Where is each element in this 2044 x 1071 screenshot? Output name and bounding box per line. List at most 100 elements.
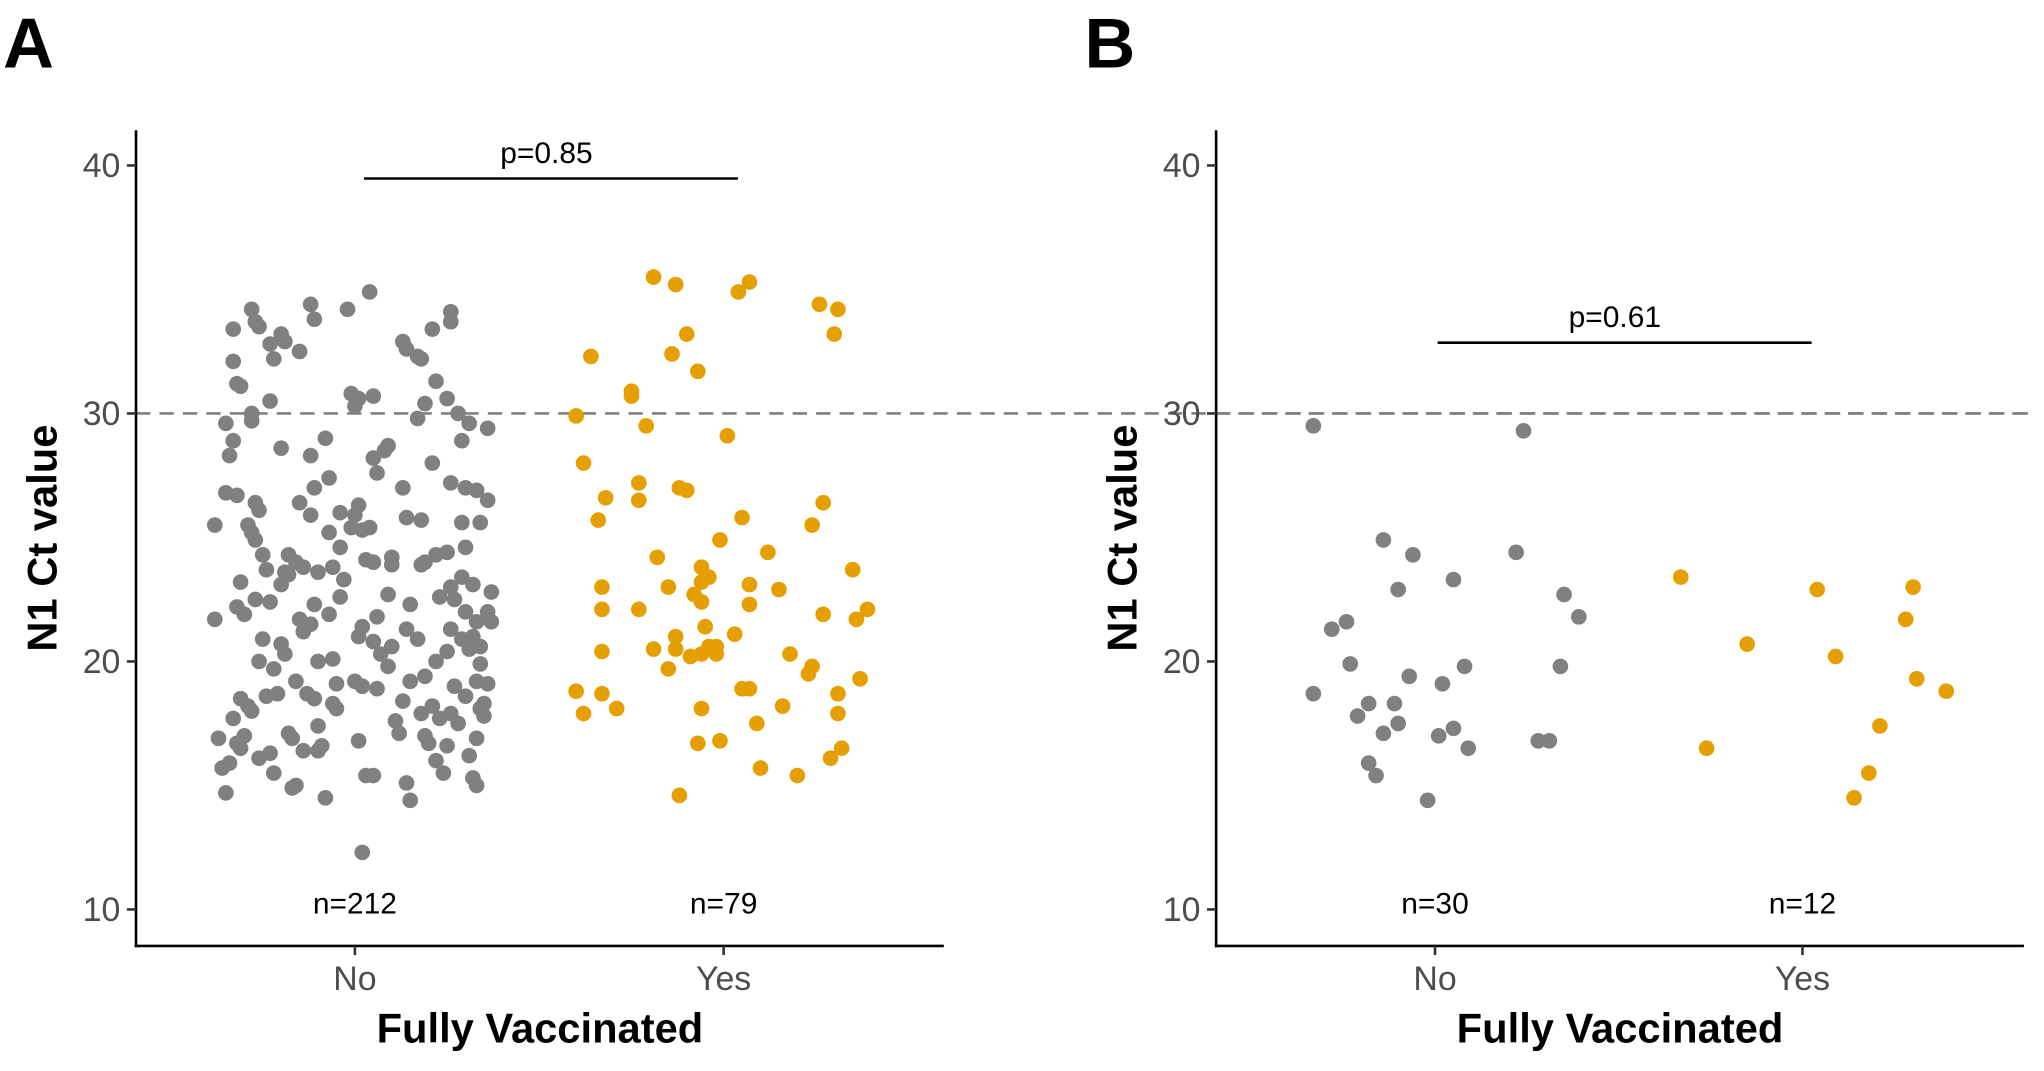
data-point-no [251,653,267,670]
data-point-yes [1739,636,1755,652]
data-point-yes [1908,670,1925,687]
data-point-no [365,767,382,784]
data-point-no [439,544,455,561]
data-point-no [1323,621,1340,638]
data-point-no [258,561,275,578]
data-point-no [251,502,267,518]
data-point-no [461,415,478,432]
data-point-yes [844,561,861,578]
data-point-yes [734,509,750,526]
data-point-yes [638,418,655,434]
data-point-no [402,596,419,613]
data-point-yes [667,628,684,645]
data-point-no [302,616,319,633]
data-point-no [1541,732,1558,749]
data-point-yes [760,544,776,561]
data-point-no [1460,740,1477,757]
data-point-yes [631,475,647,491]
data-point-no [229,487,245,504]
x-axis-title: Fully Vaccinated [377,1004,704,1051]
data-point-no [324,559,341,576]
data-point-no [324,651,341,667]
data-point-no [265,661,282,677]
data-point-no [428,373,444,390]
data-point-yes [826,326,843,342]
data-point-no [1375,725,1392,742]
data-point-yes [782,646,798,662]
data-point-no [365,554,382,571]
data-point-no [442,579,459,595]
data-point-no [1419,792,1436,809]
data-point-no [468,613,485,630]
data-point-yes [789,767,806,784]
data-point-yes [693,700,710,717]
data-point-no [210,730,227,747]
data-point-no [428,653,444,670]
data-point-yes [848,611,865,628]
data-point-yes [1861,765,1877,781]
y-tick-label: 40 [83,147,121,185]
data-point-no [247,532,264,548]
data-point-no [295,742,312,759]
data-point-no [206,611,223,628]
data-point-no [254,546,271,563]
data-point-no [1342,656,1359,672]
panel-a: A N1 Ct value Fully Vaccinated p=0.85 n=… [3,4,2028,1051]
y-tick-label: 10 [1163,891,1201,929]
data-point-yes [575,455,592,471]
data-point-no [446,591,463,608]
data-point-no [1360,695,1377,712]
data-point-no [442,313,459,330]
data-point-yes [815,606,832,623]
data-point-no [454,514,470,531]
data-point-no [273,440,289,456]
data-point-no [317,430,334,447]
data-point-no [1390,715,1406,732]
data-point-yes [1698,740,1715,757]
data-point-no [277,646,293,662]
data-point-yes [1846,790,1862,806]
panel-b: B N1 Ct value Fully Vaccinated p=0.61 n=… [1085,4,2028,1051]
data-point-no [306,480,323,496]
data-point-yes [830,705,846,722]
data-point-no [380,586,396,603]
data-point-no [369,680,385,697]
x-axis-title: Fully Vaccinated [1457,1004,1784,1051]
data-point-yes [660,579,677,595]
data-point-no [1349,708,1366,724]
data-point-no [468,777,485,794]
data-point-no [457,604,474,620]
x-tick-label-yes: Yes [1775,960,1830,998]
data-point-no [306,311,323,328]
data-point-yes [597,489,614,506]
data-point-no [225,321,242,337]
data-point-yes [822,750,839,766]
data-point-no [251,318,267,335]
data-point-no [402,673,419,690]
data-point-no [291,343,308,360]
data-point-no [398,341,415,357]
data-point-no [243,413,260,429]
count-label-yes: n=79 [690,887,757,920]
data-point-no [1434,675,1451,692]
data-point-no [442,621,459,638]
data-point-no [424,321,441,337]
data-point-no [365,633,382,650]
data-point-no [232,740,249,757]
data-point-no [457,688,474,704]
data-point-yes [693,574,710,590]
data-point-yes [608,700,625,717]
data-point-no [398,621,415,638]
data-point-no [221,755,238,771]
data-point-yes [590,512,607,528]
data-point-no [354,844,371,861]
data-point-yes [1809,581,1826,598]
data-point-no [383,556,400,573]
data-point-yes [815,494,832,511]
data-point-yes [804,517,820,533]
data-point-no [1515,423,1532,439]
data-point-yes [575,705,592,722]
data-point-yes [1905,579,1921,595]
data-point-no [361,519,378,536]
